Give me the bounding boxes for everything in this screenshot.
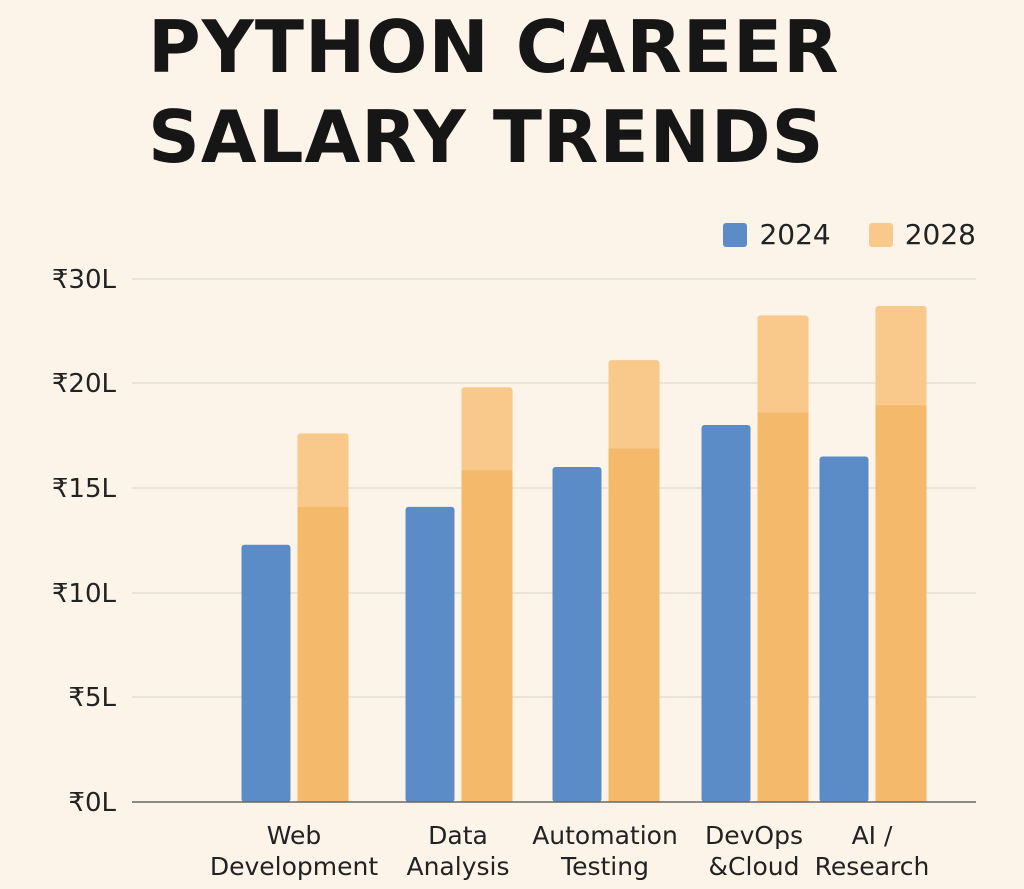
bar-2028-solid-0: [297, 507, 349, 802]
bar-2028-solid-1: [461, 470, 513, 802]
bar-2024-0: [241, 544, 291, 802]
category-label-4-0: AI /: [852, 821, 893, 850]
category-label-2-1: Testing: [560, 852, 649, 881]
bar-2024-3: [701, 425, 751, 802]
category-label-1-0: Data: [428, 821, 488, 850]
category-label-3-0: DevOps: [705, 821, 803, 850]
title-line-1: PYTHON CAREER: [148, 5, 840, 89]
category-label-2-0: Automation: [532, 821, 678, 850]
category-label-1-1: Analysis: [406, 852, 509, 881]
y-tick-label-30: ₹30L: [52, 265, 117, 295]
y-tick-label-15: ₹15L: [52, 474, 117, 504]
bar-2024-1: [405, 506, 455, 802]
category-label-3-1: &Cloud: [709, 852, 800, 881]
legend-label-2028: 2028: [904, 218, 976, 251]
category-label-4-1: Research: [815, 852, 930, 881]
category-label-0-0: Web: [267, 821, 322, 850]
title-line-2: SALARY TRENDS: [148, 95, 825, 179]
y-tick-label-10: ₹10L: [52, 579, 117, 609]
bar-2024-4: [819, 456, 869, 802]
legend-label-2024: 2024: [759, 218, 831, 251]
legend-item-2024: 2024: [723, 218, 831, 251]
bar-2024-2: [552, 467, 602, 802]
legend-item-2028: 2028: [868, 218, 976, 251]
category-label-0-1: Development: [210, 852, 378, 881]
chart-legend: 2024 2028: [695, 218, 976, 251]
legend-swatch-2024: [723, 222, 748, 247]
y-tick-label-0: ₹0L: [68, 788, 116, 818]
bar-2028-solid-3: [757, 412, 809, 802]
y-tick-label-5: ₹5L: [68, 683, 116, 713]
y-tick-label-20: ₹20L: [52, 369, 117, 399]
chart-title: PYTHON CAREER SALARY TRENDS: [148, 2, 840, 182]
bar-2028-solid-2: [608, 448, 660, 802]
bar-2028-solid-4: [875, 405, 927, 802]
legend-swatch-2028: [868, 222, 893, 247]
